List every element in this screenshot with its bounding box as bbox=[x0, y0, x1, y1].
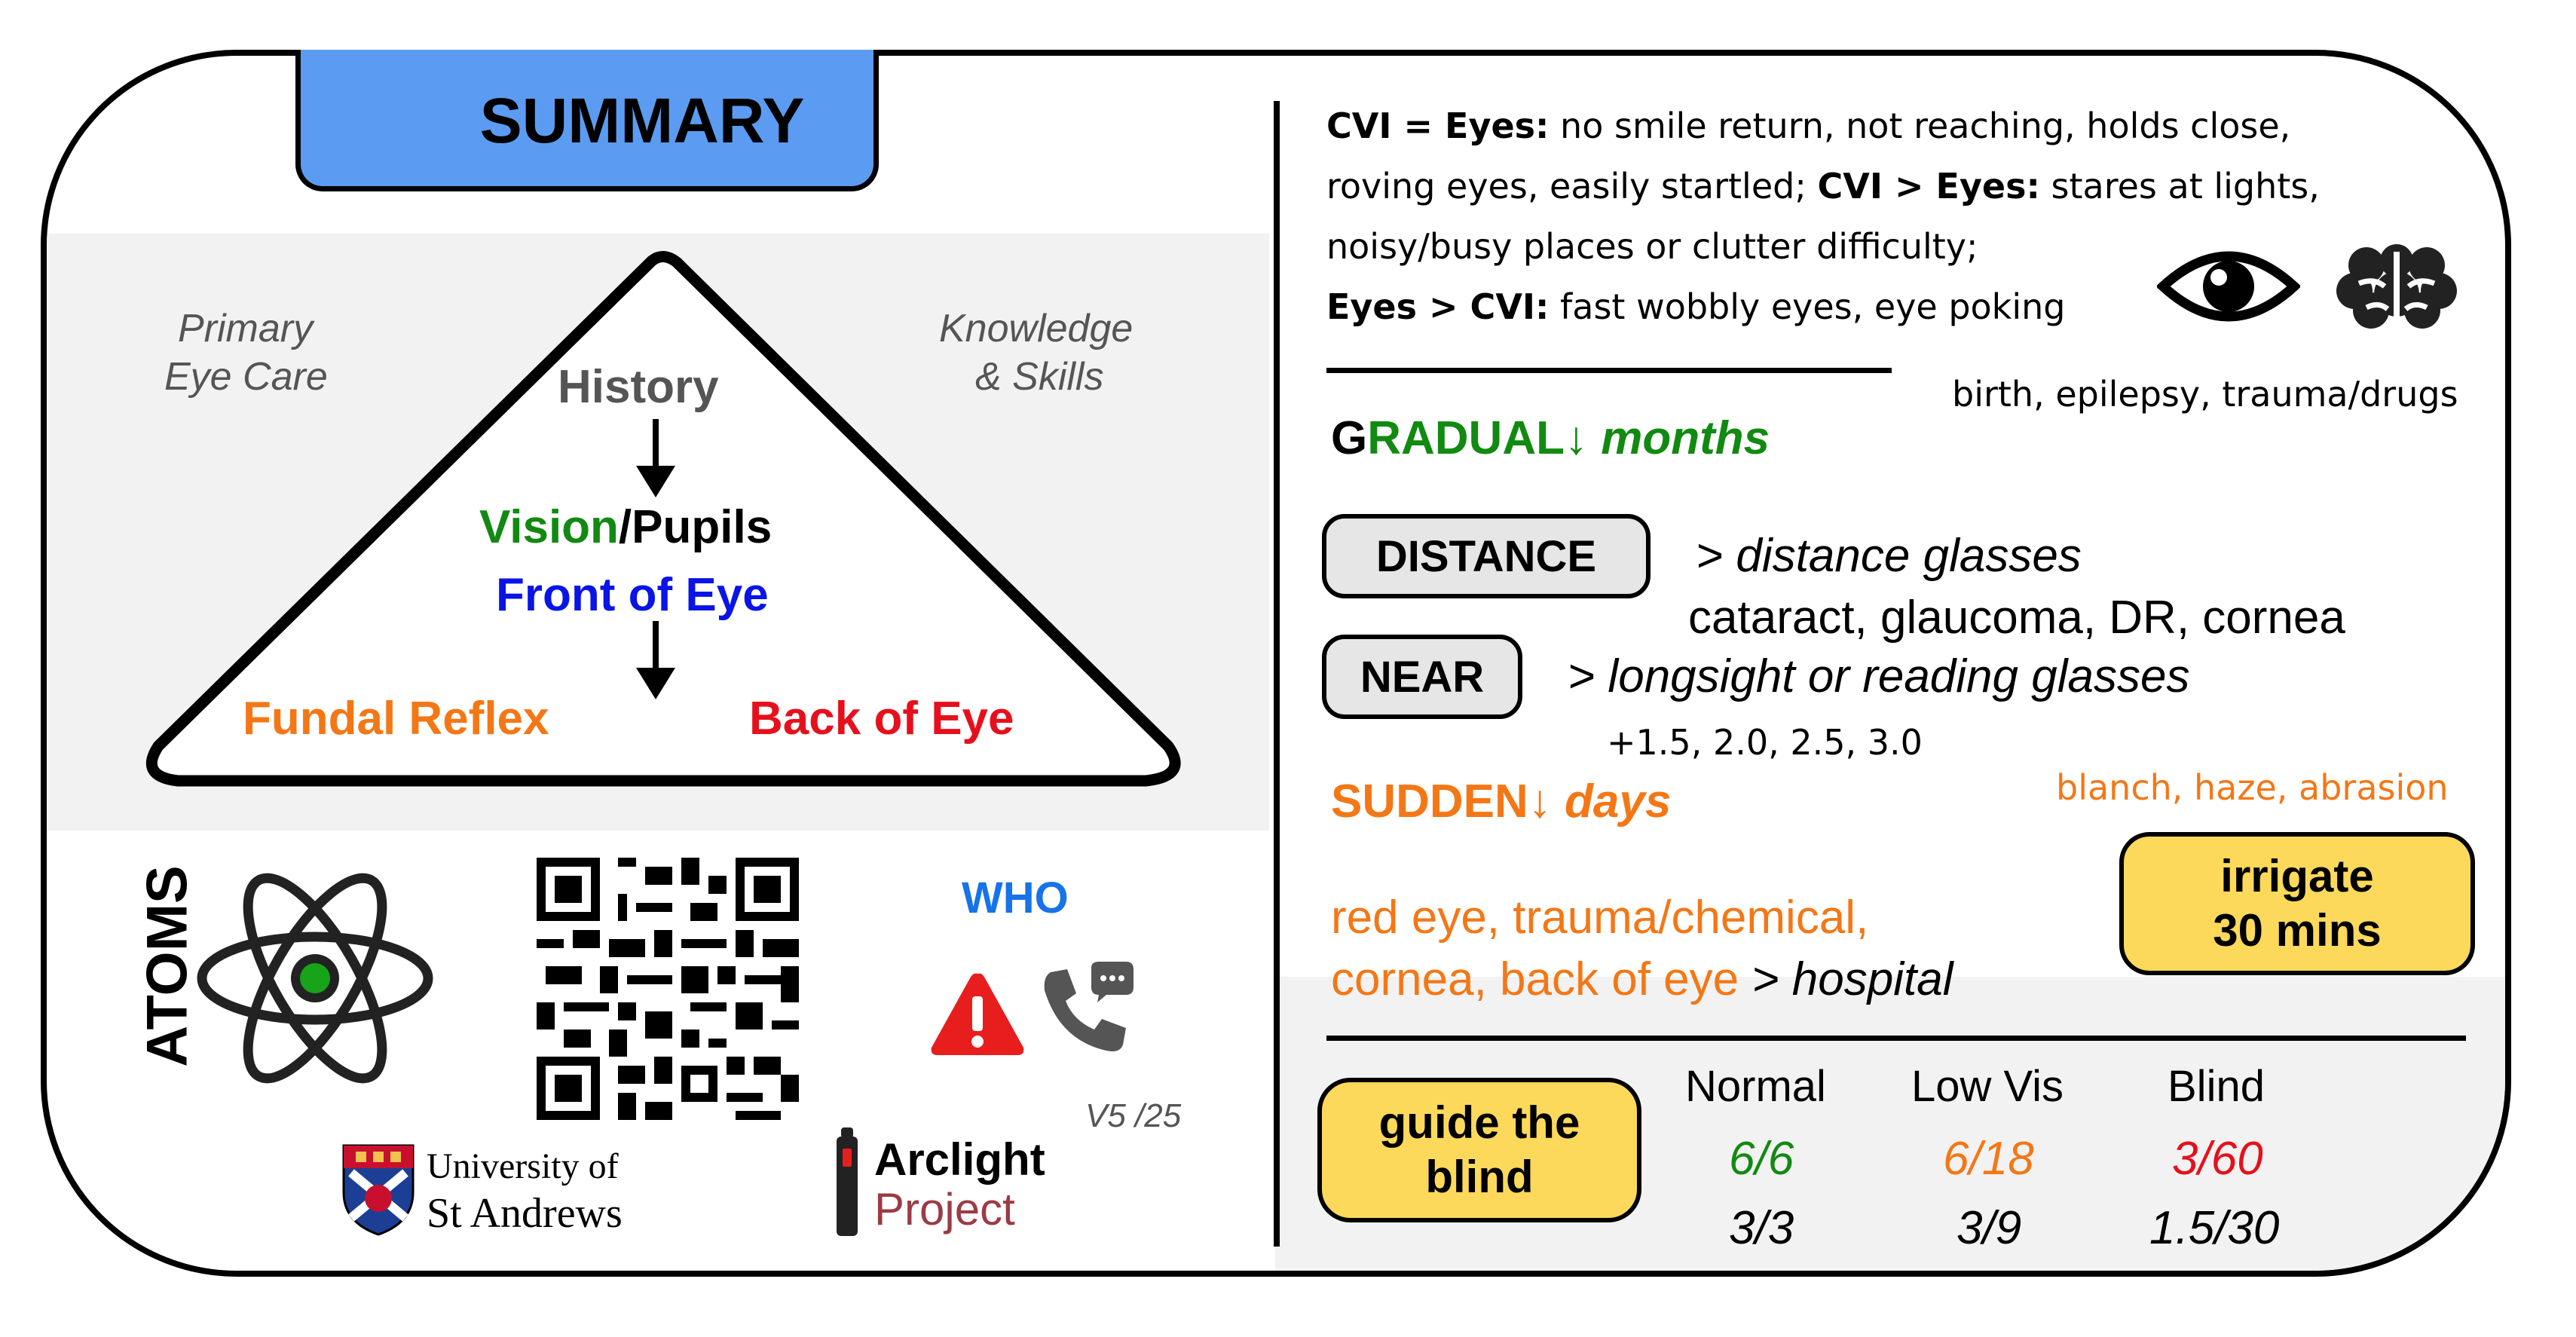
brain-icon bbox=[2336, 244, 2457, 329]
gradual-timescale: months bbox=[1601, 412, 1770, 464]
blind-near-acuity: 1.5/30 bbox=[2149, 1202, 2280, 1254]
sudden-timescale: days bbox=[1565, 776, 1672, 828]
step-fundal-reflex: Fundal Reflex bbox=[243, 693, 549, 745]
arclight-torch-icon bbox=[837, 1127, 858, 1236]
cvi-line2-start: roving eyes, easily startled; bbox=[1326, 166, 1818, 207]
summary-tab bbox=[295, 50, 879, 191]
low-vis-distance-acuity: 6/18 bbox=[1943, 1133, 2034, 1185]
warning-icon bbox=[931, 973, 1024, 1055]
cvi-equals-eyes-signs: no smile return, not reaching, holds clo… bbox=[1549, 106, 2291, 146]
knowledge-note-1: Knowledge bbox=[939, 307, 1134, 350]
table-header-blind: Blind bbox=[2168, 1062, 2265, 1111]
hospital-action: > hospital bbox=[1751, 953, 1953, 1005]
column-divider bbox=[1274, 101, 1280, 1247]
university-line2: St Andrews bbox=[427, 1190, 623, 1237]
chemical-signs: blanch, haze, abrasion bbox=[2056, 767, 2449, 808]
cvi-equals-eyes: CVI = Eyes: bbox=[1326, 106, 1550, 146]
phone-call-icon bbox=[1044, 962, 1134, 1051]
step-back-of-eye: Back of Eye bbox=[749, 693, 1014, 745]
arclight-line1: Arclight bbox=[874, 1134, 1045, 1185]
sudden-list-line1: red eye, trauma/chemical, bbox=[1331, 892, 1869, 944]
table-divider bbox=[1326, 1036, 2466, 1041]
gradual-heading: GRADUAL↓ months bbox=[1331, 412, 1770, 465]
sudden-heading: SUDDEN↓ days bbox=[1331, 775, 1671, 828]
low-vis-near-acuity: 3/9 bbox=[1956, 1202, 2022, 1254]
irrigate-line1: irrigate bbox=[2220, 851, 2374, 901]
sudden-list-line2: cornea, back of eye > hospital bbox=[1331, 953, 1953, 1006]
distance-causes: cataract, glaucoma, DR, cornea bbox=[1688, 592, 2345, 644]
near-advice: > longsight or reading glasses bbox=[1568, 650, 2190, 702]
distance-badge: DISTANCE bbox=[1322, 514, 1651, 598]
atoms-label: ATOMS bbox=[135, 865, 200, 1067]
cvi-line-1: CVI = Eyes: no smile return, not reachin… bbox=[1326, 106, 2290, 146]
knowledge-note-2: & Skills bbox=[975, 355, 1104, 399]
cvi-divider bbox=[1326, 368, 1892, 373]
near-badge: NEAR bbox=[1322, 635, 1522, 719]
page-title: SUMMARY bbox=[479, 85, 805, 156]
gradual-first-letter: G bbox=[1331, 412, 1368, 464]
sudden-title: SUDDEN↓ bbox=[1331, 776, 1552, 828]
gradual-title: RADUAL↓ bbox=[1367, 412, 1588, 464]
down-arrow-icon bbox=[636, 419, 675, 497]
sudden-conditions: cornea, back of eye bbox=[1331, 953, 1739, 1005]
cvi-greater-eyes-signs: stares at lights, bbox=[2039, 166, 2320, 207]
distance-advice: > distance glasses bbox=[1696, 530, 2082, 582]
step-history: History bbox=[558, 361, 719, 413]
version-label: V5 /25 bbox=[1085, 1097, 1182, 1134]
guide-line2: blind bbox=[1425, 1152, 1534, 1202]
step-vision-pupils: Vision/Pupils bbox=[479, 500, 772, 554]
cvi-greater-eyes: CVI > Eyes: bbox=[1817, 166, 2040, 207]
step-vision: Vision bbox=[479, 501, 619, 553]
guide-the-blind-badge: guide the blind bbox=[1317, 1078, 1641, 1222]
step-pupils: /Pupils bbox=[618, 501, 772, 553]
step-front-of-eye: Front of Eye bbox=[496, 569, 769, 621]
primary-care-note-1: Primary bbox=[178, 307, 314, 350]
normal-near-acuity: 3/3 bbox=[1729, 1202, 1794, 1254]
irrigate-badge: irrigate 30 mins bbox=[2119, 832, 2475, 975]
guide-line1: guide the bbox=[1378, 1097, 1580, 1148]
qr-code-icon bbox=[537, 858, 799, 1120]
blind-distance-acuity: 3/60 bbox=[2172, 1133, 2263, 1185]
table-header-low-vis: Low Vis bbox=[1911, 1062, 2064, 1111]
reading-glasses-powers: +1.5, 2.0, 2.5, 3.0 bbox=[1607, 722, 1923, 763]
university-line1: University of bbox=[427, 1146, 619, 1186]
eye-icon bbox=[2157, 251, 2300, 322]
down-arrow-icon bbox=[636, 621, 675, 699]
who-label: WHO bbox=[962, 873, 1069, 922]
university-crest-icon bbox=[342, 1144, 415, 1236]
cvi-line-4: Eyes > CVI: fast wobbly eyes, eye poking bbox=[1326, 286, 2065, 327]
irrigate-line2: 30 mins bbox=[2213, 905, 2382, 956]
cvi-line-2: roving eyes, easily startled; CVI > Eyes… bbox=[1326, 166, 2320, 207]
eye-exam-triangle bbox=[145, 251, 1181, 787]
normal-distance-acuity: 6/6 bbox=[1729, 1133, 1794, 1185]
primary-care-note-2: Eye Care bbox=[164, 355, 328, 399]
eyes-greater-cvi: Eyes > CVI: bbox=[1326, 286, 1550, 327]
eyes-greater-cvi-signs: fast wobbly eyes, eye poking bbox=[1549, 286, 2066, 327]
cvi-line-3: noisy/busy places or clutter difficulty; bbox=[1326, 226, 1978, 267]
table-header-normal: Normal bbox=[1685, 1062, 1826, 1111]
arclight-line2: Project bbox=[874, 1184, 1015, 1235]
cvi-causes: birth, epilepsy, trauma/drugs bbox=[1952, 374, 2458, 415]
atom-icon bbox=[197, 873, 433, 1084]
